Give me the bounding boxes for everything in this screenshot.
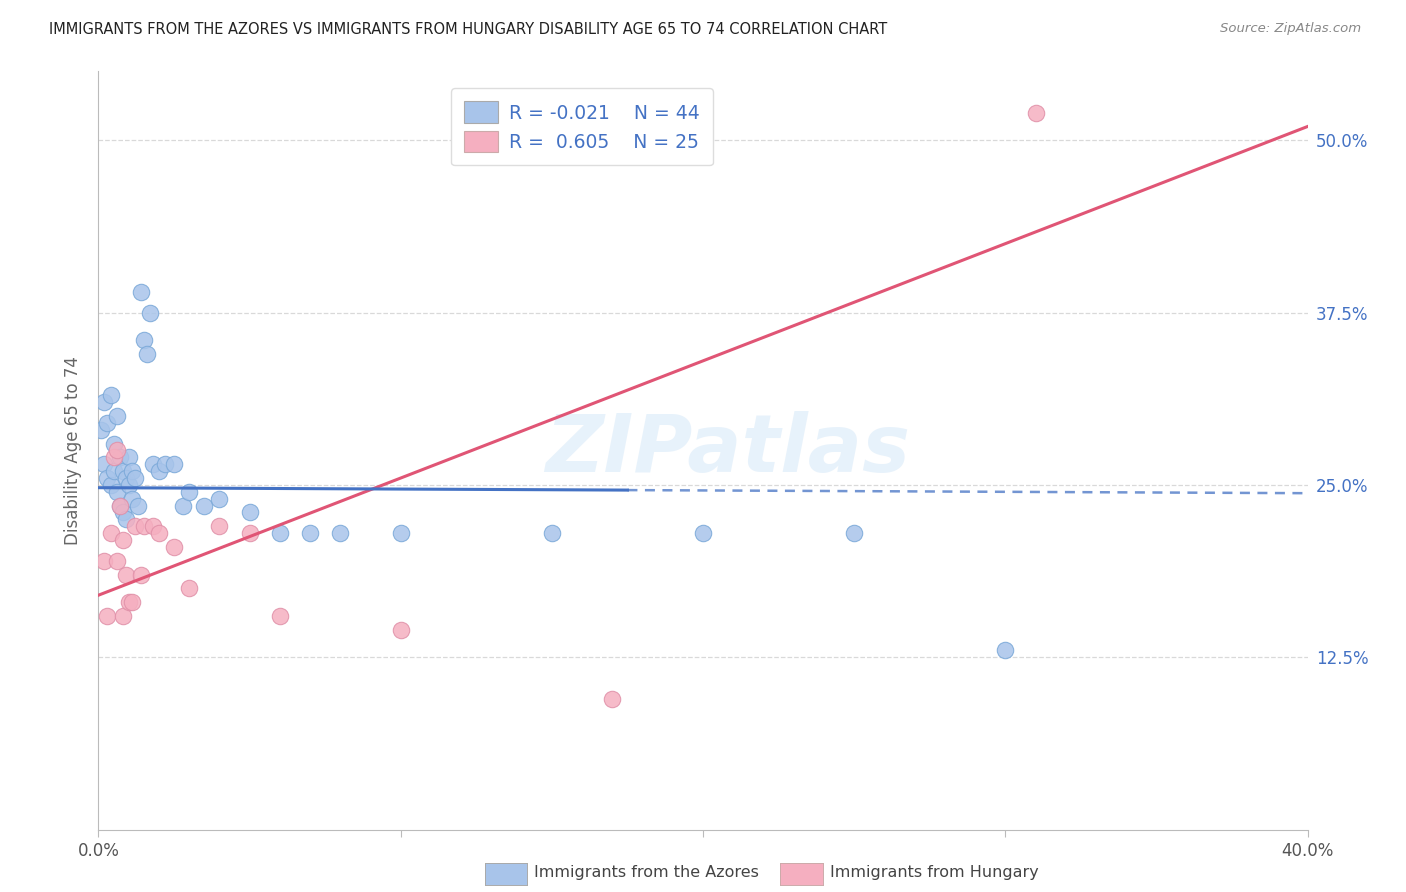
- Point: [129, 285, 152, 299]
- Point: [239, 526, 262, 541]
- Point: [103, 464, 125, 478]
- Point: [118, 450, 141, 465]
- Point: [142, 457, 165, 471]
- Point: [139, 305, 162, 319]
- Point: [127, 499, 149, 513]
- Point: [114, 512, 136, 526]
- Point: [96, 416, 118, 430]
- Point: [96, 608, 118, 623]
- Point: [1024, 105, 1046, 120]
- Point: [93, 457, 115, 471]
- Point: [389, 526, 412, 541]
- Point: [153, 457, 176, 471]
- Point: [389, 623, 412, 637]
- Point: [172, 499, 194, 513]
- Text: Immigrants from Hungary: Immigrants from Hungary: [830, 865, 1038, 880]
- Point: [208, 491, 231, 506]
- Point: [540, 526, 562, 541]
- Point: [129, 567, 152, 582]
- Point: [148, 464, 170, 478]
- Point: [602, 691, 624, 706]
- Point: [121, 491, 143, 506]
- Point: [111, 533, 134, 547]
- Point: [105, 443, 128, 458]
- Point: [111, 464, 134, 478]
- Point: [179, 582, 201, 596]
- Point: [329, 526, 352, 541]
- Point: [994, 643, 1017, 657]
- Y-axis label: Disability Age 65 to 74: Disability Age 65 to 74: [65, 356, 83, 545]
- Point: [103, 436, 125, 450]
- Point: [93, 554, 115, 568]
- Point: [93, 395, 115, 409]
- Point: [132, 333, 155, 347]
- Point: [124, 471, 146, 485]
- Point: [108, 499, 131, 513]
- Point: [90, 423, 112, 437]
- Text: Immigrants from the Azores: Immigrants from the Azores: [534, 865, 759, 880]
- Point: [124, 519, 146, 533]
- Legend: R = -0.021    N = 44, R =  0.605    N = 25: R = -0.021 N = 44, R = 0.605 N = 25: [451, 88, 713, 165]
- Point: [96, 471, 118, 485]
- Point: [100, 526, 122, 541]
- Point: [135, 347, 157, 361]
- Point: [208, 519, 231, 533]
- Point: [163, 540, 186, 554]
- Point: [239, 506, 262, 520]
- Point: [103, 450, 125, 465]
- Point: [111, 608, 134, 623]
- Text: Source: ZipAtlas.com: Source: ZipAtlas.com: [1220, 22, 1361, 36]
- Point: [148, 526, 170, 541]
- Point: [114, 471, 136, 485]
- Text: ZIPatlas: ZIPatlas: [544, 411, 910, 490]
- Point: [692, 526, 714, 541]
- Point: [118, 478, 141, 492]
- Point: [163, 457, 186, 471]
- Point: [118, 595, 141, 609]
- Point: [269, 608, 291, 623]
- Point: [132, 519, 155, 533]
- Point: [111, 506, 134, 520]
- Point: [105, 554, 128, 568]
- Point: [299, 526, 322, 541]
- Point: [121, 464, 143, 478]
- Point: [105, 409, 128, 423]
- Point: [121, 595, 143, 609]
- Point: [193, 499, 215, 513]
- Point: [100, 478, 122, 492]
- Point: [142, 519, 165, 533]
- Point: [105, 484, 128, 499]
- Point: [844, 526, 866, 541]
- Point: [108, 499, 131, 513]
- Point: [114, 567, 136, 582]
- Point: [108, 450, 131, 465]
- Text: IMMIGRANTS FROM THE AZORES VS IMMIGRANTS FROM HUNGARY DISABILITY AGE 65 TO 74 CO: IMMIGRANTS FROM THE AZORES VS IMMIGRANTS…: [49, 22, 887, 37]
- Point: [179, 484, 201, 499]
- Point: [100, 388, 122, 402]
- Point: [269, 526, 291, 541]
